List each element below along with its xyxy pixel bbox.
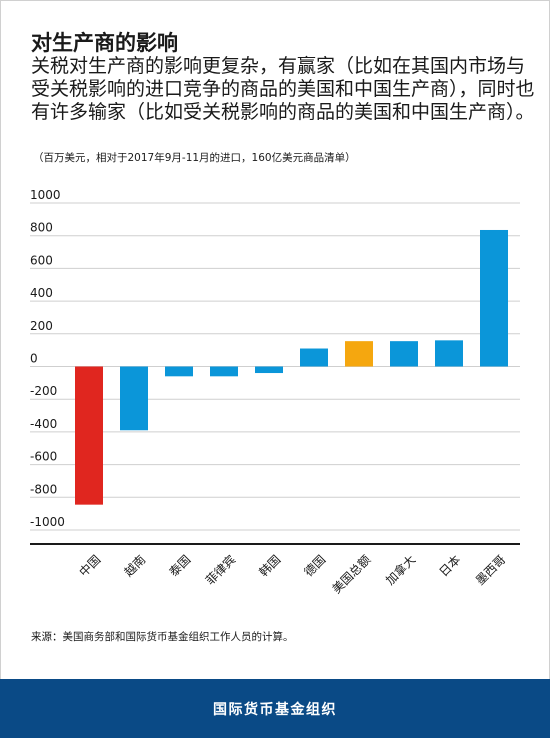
bar-3 bbox=[165, 366, 193, 377]
x-tick-label: 美国总额 bbox=[329, 552, 373, 596]
y-axis-tick-labels: 1000 800 600 400 200 0 -200 -400 -600 -800 -1000 bbox=[30, 190, 65, 529]
y-tick-label: 800 bbox=[30, 221, 53, 235]
chart-subtitle: 关税对生产商的影响更复杂，有赢家（比如在其国内市场与受关税影响的进口竞争的商品的… bbox=[31, 55, 535, 123]
x-tick-label: 菲律宾 bbox=[202, 552, 238, 588]
x-tick-label: 韩国 bbox=[256, 552, 284, 580]
y-tick-label: 1000 bbox=[30, 190, 61, 202]
bar-1 bbox=[75, 366, 103, 505]
y-tick-label: 400 bbox=[30, 286, 53, 300]
bar-6 bbox=[300, 348, 328, 367]
y-tick-label: -200 bbox=[30, 384, 57, 398]
bar-chart: 1000 800 600 400 200 0 -200 -400 -600 -800 -1000 中… bbox=[30, 190, 520, 597]
x-tick-label: 德国 bbox=[301, 552, 329, 580]
x-tick-label: 日本 bbox=[436, 552, 463, 579]
y-tick-label: -400 bbox=[30, 417, 57, 431]
y-tick-label: -600 bbox=[30, 450, 57, 464]
x-tick-label: 墨西哥 bbox=[473, 552, 508, 587]
imf-logo-text: 国际货币基金组织 bbox=[213, 701, 337, 718]
bar-4 bbox=[210, 366, 238, 377]
bar-8 bbox=[390, 341, 418, 367]
y-tick-label: -800 bbox=[30, 482, 57, 496]
bar-7 bbox=[345, 341, 373, 367]
bars bbox=[75, 229, 508, 505]
footer-bar: 国际货币基金组织 bbox=[0, 679, 550, 738]
y-tick-label: 0 bbox=[30, 352, 38, 366]
source-note: 来源：美国商务部和国际货币基金组织工作人员的计算。 bbox=[31, 631, 294, 643]
bar-5 bbox=[255, 366, 283, 374]
units-note: （百万美元，相对于2017年9月-11月的进口，160亿美元商品清单） bbox=[33, 152, 356, 164]
x-tick-label: 越南 bbox=[121, 552, 149, 580]
x-axis-tick-labels: 中国 越南 泰国 菲律宾 韩国 德国 美国总额 加拿大 日本 墨西哥 bbox=[76, 552, 509, 597]
chart-title: 对生产商的影响 bbox=[31, 31, 178, 55]
bar-2 bbox=[120, 366, 148, 431]
x-tick-label: 中国 bbox=[76, 552, 104, 580]
gridlines bbox=[30, 202, 520, 531]
y-tick-label: -1000 bbox=[30, 515, 65, 529]
y-tick-label: 600 bbox=[30, 253, 53, 267]
bar-10 bbox=[480, 229, 508, 367]
x-tick-label: 加拿大 bbox=[382, 552, 418, 588]
y-tick-label: 200 bbox=[30, 319, 53, 333]
bar-9 bbox=[435, 340, 463, 367]
x-tick-label: 泰国 bbox=[166, 552, 193, 579]
